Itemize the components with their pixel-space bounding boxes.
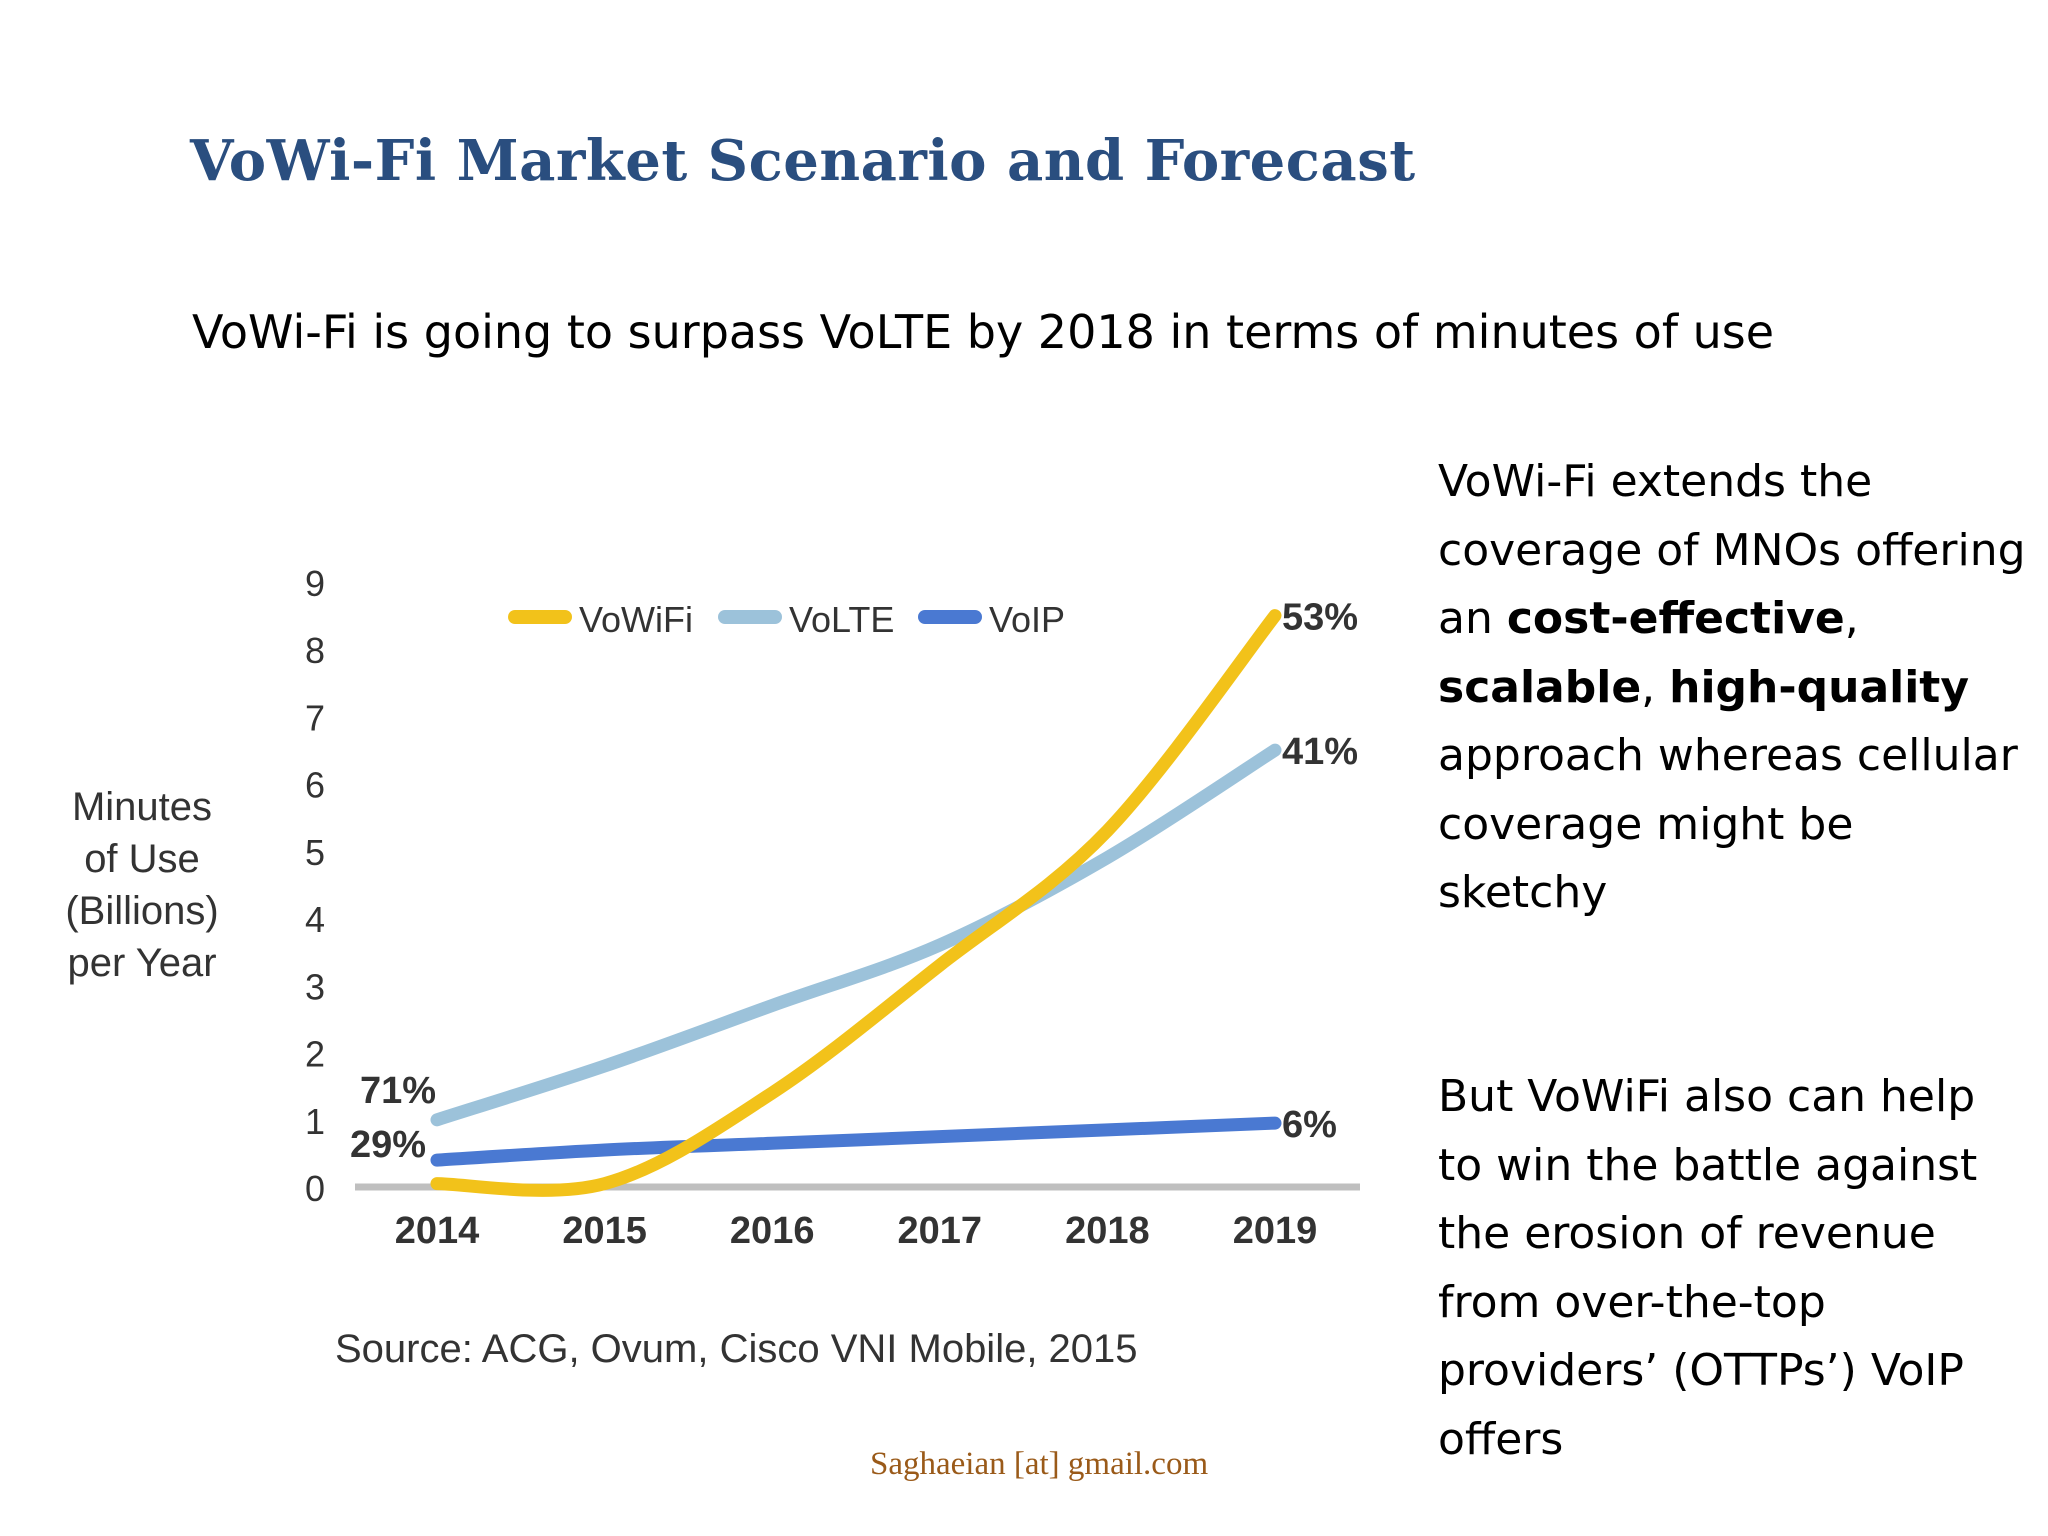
series-line-volte xyxy=(430,743,1282,1127)
y-tick-label: 6 xyxy=(305,765,325,806)
emphasis-high-quality: high-quality xyxy=(1669,661,1970,713)
y-axis-label-line: (Billions) xyxy=(65,889,218,933)
x-tick-label: 2016 xyxy=(730,1210,815,1252)
legend-label-vowifi: VoWiFi xyxy=(579,599,693,640)
legend: VoWiFi VoLTE VoIP xyxy=(508,599,1065,640)
slide-subtitle: VoWi-Fi is going to surpass VoLTE by 201… xyxy=(192,305,1775,359)
x-axis-ticks: 2014 2015 2016 2017 2018 2019 xyxy=(395,1210,1318,1252)
x-tick-label: 2019 xyxy=(1233,1210,1318,1252)
y-axis-label-line: per Year xyxy=(67,941,216,985)
footer-email: Saghaeian [at] gmail.com xyxy=(870,1446,1209,1482)
y-tick-label: 0 xyxy=(305,1168,325,1209)
chart-source: Source: ACG, Ovum, Cisco VNI Mobile, 201… xyxy=(335,1327,1138,1371)
side-paragraph-coverage: VoWi-Fi extends the coverage of MNOs off… xyxy=(1438,448,2028,928)
series-line-voip xyxy=(430,1116,1282,1167)
y-tick-label: 3 xyxy=(305,966,325,1007)
side-text-part: , xyxy=(1641,661,1670,713)
slide-title: VoWi-Fi Market Scenario and Forecast xyxy=(190,128,1416,194)
y-tick-label: 7 xyxy=(305,697,325,738)
line-chart: Minutes of Use (Billions) per Year 0 1 2 3 4 5 6 7… xyxy=(65,563,1360,1371)
y-tick-label: 1 xyxy=(305,1101,325,1142)
legend-label-volte: VoLTE xyxy=(789,599,894,640)
series-lines xyxy=(430,609,1282,1197)
x-tick-label: 2015 xyxy=(562,1210,647,1252)
side-text-part: VoWi-Fi extends the coverage of MNOs off… xyxy=(1438,456,2026,644)
y-axis-label: Minutes of Use (Billions) per Year xyxy=(65,785,218,985)
end-label-vowifi: 53% xyxy=(1282,597,1358,639)
end-label-voip: 6% xyxy=(1282,1104,1337,1146)
y-axis-label-line: of Use xyxy=(84,837,200,881)
x-tick-label: 2018 xyxy=(1065,1210,1150,1252)
y-tick-label: 2 xyxy=(305,1034,325,1075)
data-labels: 53% 41% 6% 71% 29% xyxy=(350,597,1358,1166)
emphasis-cost-effective: cost-effective xyxy=(1506,593,1845,644)
end-label-volte: 41% xyxy=(1282,731,1358,773)
emphasis-scalable: scalable xyxy=(1438,661,1642,713)
side-paragraph-revenue: But VoWiFi also can help to win the batt… xyxy=(1438,1071,1978,1465)
y-axis-ticks: 0 1 2 3 4 5 6 7 8 9 xyxy=(305,563,325,1209)
side-text-part: , xyxy=(1844,593,1859,644)
y-tick-label: 4 xyxy=(305,899,325,940)
y-tick-label: 9 xyxy=(305,563,325,604)
series-line-vowifi xyxy=(430,609,1282,1197)
y-tick-label: 8 xyxy=(305,630,325,671)
x-tick-label: 2014 xyxy=(395,1210,480,1252)
y-tick-label: 5 xyxy=(305,832,325,873)
legend-label-voip: VoIP xyxy=(989,599,1065,640)
start-label-voip: 29% xyxy=(350,1124,426,1166)
x-tick-label: 2017 xyxy=(898,1210,983,1252)
side-text-part: approach whereas cellular coverage might… xyxy=(1438,730,2018,918)
y-axis-label-line: Minutes xyxy=(72,785,212,829)
start-label-volte: 71% xyxy=(360,1070,436,1112)
